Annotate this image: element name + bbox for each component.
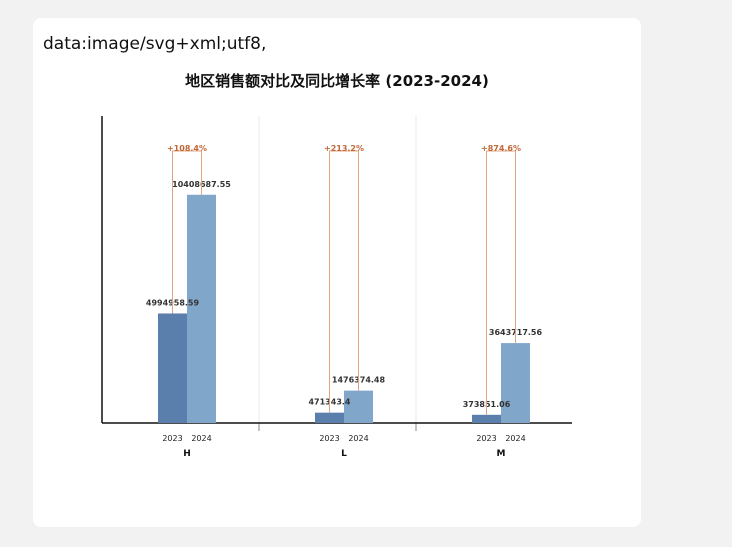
year-tick-label: 2024 [191,434,211,443]
bar-2024-H [187,194,216,423]
growth-bracket-M [486,150,516,415]
growth-bracket-L [329,150,359,413]
bar-2024-M [501,343,530,423]
bar-2023-M [472,414,501,423]
category-label-L: L [341,449,347,459]
bar-2023-H [158,313,187,423]
year-tick-label: 2023 [319,434,339,443]
year-tick-label: 2023 [162,434,182,443]
growth-bracket-H [172,150,202,314]
bar-2024-L [344,390,373,423]
year-tick-label: 2023 [476,434,496,443]
year-tick-label: 2024 [348,434,368,443]
growth-label-M: +874.6% [481,144,521,153]
year-tick-label: 2024 [505,434,525,443]
growth-label-L: +213.2% [324,144,364,153]
bar-2023-L [315,412,344,423]
category-label-M: M [497,449,506,459]
category-label-H: H [183,449,191,459]
chart-title: 地区销售额对比及同比增长率 (2023-2024) [185,72,489,90]
growth-label-H: +108.4% [167,144,207,153]
chart-card [33,18,641,527]
data-uri-text: data:image/svg+xml;utf8, [43,34,267,54]
